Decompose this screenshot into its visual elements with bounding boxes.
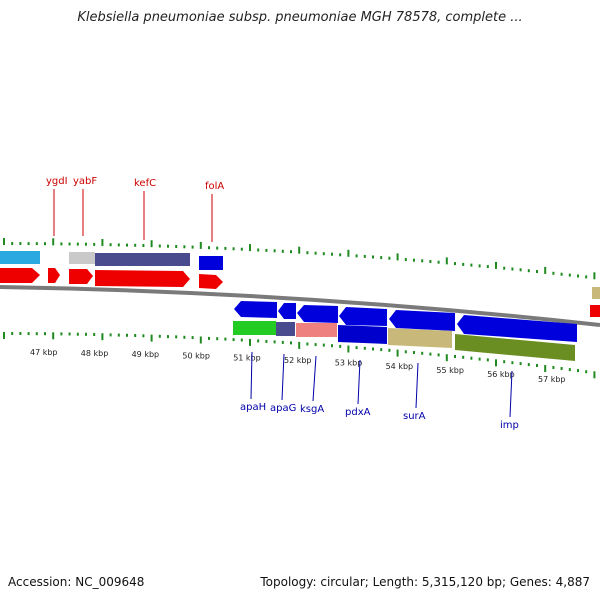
ksgA-feature [296,323,337,337]
ygdI-arrow [0,268,40,283]
imp-feature [455,334,575,361]
kbp-label: 50 kbp [182,351,210,360]
pdxA-feature [338,325,387,344]
forward-ticks [3,238,596,280]
kbp-label: 49 kbp [132,350,160,359]
genome-backbone [0,285,600,327]
yabF-arrow [69,269,93,284]
apaG-feature [276,322,295,336]
map-title: Klebsiella pneumoniae subsp. pneumoniae … [77,10,523,25]
gene-label-apaG: apaG [270,403,296,414]
kbp-labels: 47 kbp 48 kbp 49 kbp 50 kbp 51 kbp 52 kbp 53 k… [30,348,566,384]
gene-label-surA: surA [403,411,426,422]
gene-label-ygdI: ygdI [46,176,68,187]
surA-feature [388,328,452,348]
kbp-label: 54 kbp [386,362,414,371]
ksgA-arrow [297,305,338,323]
kbp-label: 52 kbp [284,356,312,365]
gene-label-kefC: kefC [134,178,156,189]
imp-arrow [457,315,577,342]
reverse-ticks [3,332,596,379]
apaG-arrow [278,303,296,319]
edge-feature-top [592,287,600,299]
accession-label: Accession: NC_009648 [8,575,145,589]
pdxA-arrow [339,307,387,326]
surA-arrow [389,310,455,331]
gene-label-pdxA: pdxA [345,407,371,418]
kbp-label: 51 kbp [233,353,261,362]
apaH-arrow [234,301,277,318]
reverse-leader-lines [250,351,513,418]
edge-feature-bottom [590,305,600,317]
ygdI-feature [0,251,40,264]
kbp-label: 55 kbp [436,366,464,375]
reverse-gene-labels: apaH apaG ksgA pdxA surA imp [240,402,519,431]
kefC-arrow [95,270,190,287]
kbp-label: 56 kbp [487,370,515,379]
forward-leader-lines [53,189,213,242]
forward-gene-labels: ygdI yabF kefC folA [46,176,224,192]
apaH-feature [233,321,276,335]
gene-label-yabF: yabF [73,176,97,187]
kbp-label: 53 kbp [335,359,363,368]
kbp-label: 47 kbp [30,348,58,357]
yabF-feature [69,252,95,264]
gene-label-folA: folA [205,181,224,192]
gene-label-apaH: apaH [240,402,266,413]
genome-summary: Topology: circular; Length: 5,315,120 bp… [260,575,590,589]
folA-feature [199,256,223,270]
kbp-label: 48 kbp [81,349,109,358]
gene-label-imp: imp [500,420,519,431]
ygdI-small-arrow [48,268,60,283]
folA-arrow [199,274,223,289]
gene-label-ksgA: ksgA [300,404,324,415]
kefC-feature [95,253,190,266]
kbp-label: 57 kbp [538,375,566,384]
